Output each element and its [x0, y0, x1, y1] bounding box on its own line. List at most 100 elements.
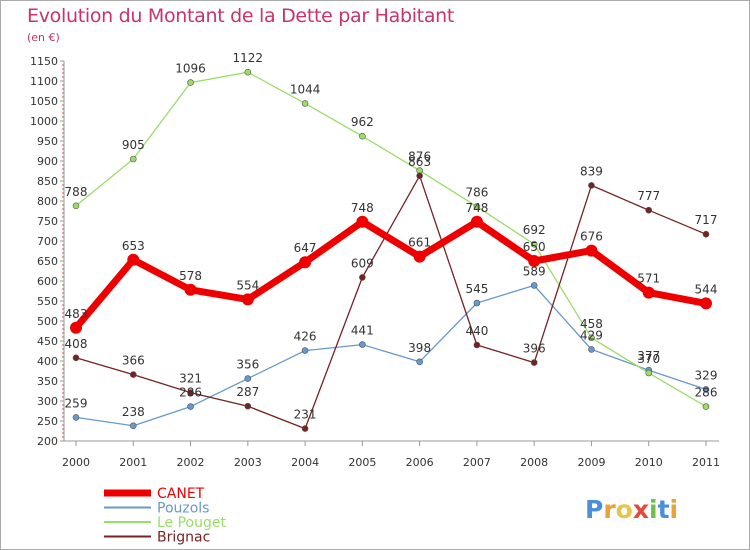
- data-point-pouzols: [301, 347, 309, 354]
- data-point-le-pouget: [702, 403, 710, 410]
- y-tick-label: 300: [37, 395, 58, 408]
- data-point-pouzols: [588, 346, 595, 353]
- data-labels: 259 238 286 356 426 441 398 545 589 429 377 329 788 9…: [65, 51, 718, 421]
- data-label-brignac: 408: [65, 337, 88, 351]
- data-point-le-pouget: [72, 202, 80, 210]
- data-point-canet: [241, 293, 254, 306]
- data-point-le-pouget: [359, 132, 366, 140]
- y-tick-label: 450: [37, 335, 58, 348]
- data-point-brignac: [588, 182, 595, 189]
- data-point-le-pouget: [473, 203, 481, 210]
- x-tick-label: 2010: [635, 456, 663, 469]
- data-point-canet: [184, 283, 197, 296]
- data-label-le-pouget: 876: [408, 150, 431, 164]
- data-label-canet: 554: [236, 278, 259, 292]
- data-point-canet: [528, 255, 541, 267]
- data-label-le-pouget: 905: [122, 138, 145, 152]
- data-point-canet: [413, 250, 426, 263]
- legend-label-pouzols: Pouzols: [157, 501, 209, 517]
- axes: 200 250 300 350 400 450 500 550 600 650 700 750 800 8…: [30, 55, 720, 469]
- y-tick-label: 900: [37, 155, 58, 168]
- data-label-brignac: 231: [294, 408, 317, 422]
- data-label-brignac: 609: [351, 256, 374, 270]
- data-point-brignac: [359, 274, 366, 281]
- y-tick-label: 1100: [30, 75, 58, 88]
- logo-text: Proxiti: [585, 495, 678, 524]
- x-tick-label: 2000: [62, 456, 90, 469]
- data-point-brignac: [129, 371, 137, 378]
- data-label-brignac: 440: [465, 324, 488, 338]
- data-point-brignac: [187, 389, 194, 396]
- data-label-pouzols: 356: [236, 358, 259, 372]
- data-point-pouzols: [702, 386, 710, 393]
- data-point-canet: [70, 321, 82, 334]
- data-label-canet: 748: [351, 201, 374, 215]
- data-label-pouzols: 398: [408, 341, 431, 355]
- x-tick-label: 2007: [463, 456, 491, 469]
- data-point-brignac: [645, 206, 653, 214]
- data-point-pouzols: [244, 375, 252, 382]
- series-line-canet: [72, 218, 710, 332]
- data-point-canet: [127, 253, 140, 266]
- y-tick-label: 700: [37, 235, 58, 248]
- data-point-brignac: [72, 354, 80, 362]
- data-label-le-pouget: 458: [580, 317, 603, 331]
- x-tick-label: 2003: [234, 456, 262, 469]
- data-point-pouzols: [187, 403, 194, 410]
- y-tick-label: 600: [37, 275, 58, 288]
- y-tick-label: 950: [37, 135, 58, 148]
- y-tick-label: 800: [37, 195, 58, 208]
- data-label-le-pouget: 1096: [175, 62, 206, 76]
- series-line-brignac: [75, 175, 707, 430]
- series-layer: [70, 68, 712, 432]
- data-point-pouzols: [129, 422, 137, 430]
- data-label-le-pouget: 1044: [290, 82, 321, 96]
- data-point-canet: [356, 215, 369, 228]
- legend-label-canet: CANET: [157, 486, 205, 502]
- x-tick-label: 2004: [291, 456, 319, 469]
- data-label-le-pouget: 692: [523, 223, 546, 237]
- data-label-brignac: 366: [122, 354, 145, 368]
- y-tick-label: 200: [37, 435, 58, 448]
- y-tick-label: 550: [37, 295, 58, 308]
- data-label-canet: 661: [408, 236, 431, 250]
- data-label-brignac: 863: [408, 155, 431, 169]
- chart-subtitle: (en €): [27, 31, 60, 44]
- data-label-le-pouget: 1122: [233, 51, 264, 65]
- data-label-pouzols: 429: [580, 328, 603, 342]
- data-label-canet: 571: [637, 272, 660, 286]
- data-point-canet: [642, 286, 655, 299]
- data-label-le-pouget: 788: [65, 185, 88, 199]
- data-point-brignac: [301, 425, 309, 432]
- x-tick-label: 2011: [692, 456, 720, 469]
- y-tick-label: 1150: [30, 55, 58, 68]
- y-tick-label: 1000: [30, 115, 58, 128]
- data-point-le-pouget: [129, 155, 137, 163]
- data-point-canet: [470, 215, 483, 228]
- y-tick-label: 350: [37, 375, 58, 388]
- legend-label-brignac: Brignac: [157, 530, 210, 546]
- data-label-pouzols: 441: [351, 324, 374, 338]
- data-point-canet: [700, 297, 712, 310]
- data-point-pouzols: [72, 414, 80, 421]
- data-label-pouzols: 286: [179, 386, 202, 400]
- data-label-pouzols: 426: [294, 330, 317, 344]
- data-label-canet: 544: [695, 282, 718, 296]
- data-label-brignac: 321: [179, 372, 202, 386]
- data-label-brignac: 287: [236, 385, 259, 399]
- x-tick-label: 2005: [348, 456, 376, 469]
- data-point-brignac: [702, 230, 710, 238]
- data-point-le-pouget: [588, 334, 595, 342]
- data-point-le-pouget: [187, 79, 194, 86]
- data-label-le-pouget: 962: [351, 115, 374, 129]
- y-tick-label: 250: [37, 415, 58, 428]
- data-label-canet: 650: [523, 240, 546, 254]
- y-tick-label: 1050: [30, 95, 58, 108]
- data-label-brignac: 777: [637, 189, 660, 203]
- data-label-pouzols: 589: [523, 264, 546, 278]
- data-label-le-pouget: 370: [637, 352, 660, 366]
- legend-label-le-pouget: Le Pouget: [157, 515, 226, 531]
- chart-title: Evolution du Montant de la Dette par Hab…: [27, 5, 455, 27]
